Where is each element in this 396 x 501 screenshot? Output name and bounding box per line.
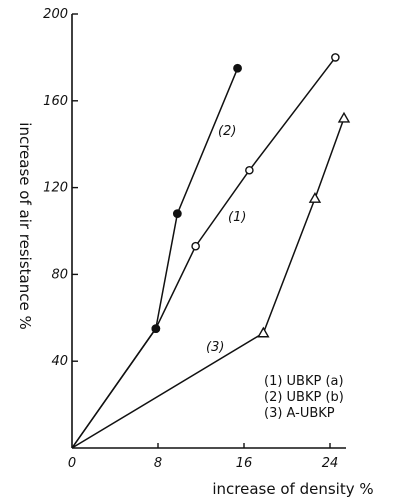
x-tick-label: 16 (236, 456, 253, 471)
series-label-2: (2) (218, 124, 236, 139)
data-point-series-1 (245, 165, 254, 175)
legend-entry-2: (2) UBKP (b) (264, 390, 344, 405)
data-point-series-1 (331, 53, 340, 62)
legend: (1) UBKP (a) (2) UBKP (b) (3) A-UBKP (264, 374, 344, 421)
y-tick-label: 200 (43, 7, 68, 22)
data-point-series-3 (257, 326, 270, 338)
data-point-series-3 (337, 111, 351, 123)
y-tick-label: 160 (43, 94, 68, 109)
series-line-3 (71, 117, 345, 449)
y-axis-title: increase of air resistance % (16, 122, 34, 329)
legend-entry-1: (1) UBKP (a) (264, 374, 344, 389)
x-tick-label: 8 (154, 456, 162, 471)
series-label-3: (3) (206, 340, 224, 355)
data-point-series-3 (308, 192, 322, 203)
data-point-series-2 (172, 209, 182, 219)
series-group (71, 53, 351, 449)
data-point-series-2 (233, 63, 242, 73)
data-point-series-1 (191, 241, 200, 251)
axes (71, 14, 346, 449)
tick-group: 0 8 16 24 40 80 120 160 200 (43, 7, 338, 471)
series-label-1: (1) (228, 210, 246, 225)
series-line-2 (71, 68, 239, 449)
x-tick-label: 24 (322, 456, 339, 471)
y-tick-label: 40 (51, 354, 68, 369)
y-tick-label: 120 (43, 181, 68, 196)
data-point-series-2 (151, 324, 161, 334)
x-axis-title: increase of density % (212, 480, 373, 498)
y-tick-label: 80 (51, 267, 68, 282)
legend-entry-3: (3) A-UBKP (264, 406, 335, 421)
x-tick-label: 0 (68, 456, 76, 471)
series-label-group: (1) (2) (3) (206, 124, 246, 355)
